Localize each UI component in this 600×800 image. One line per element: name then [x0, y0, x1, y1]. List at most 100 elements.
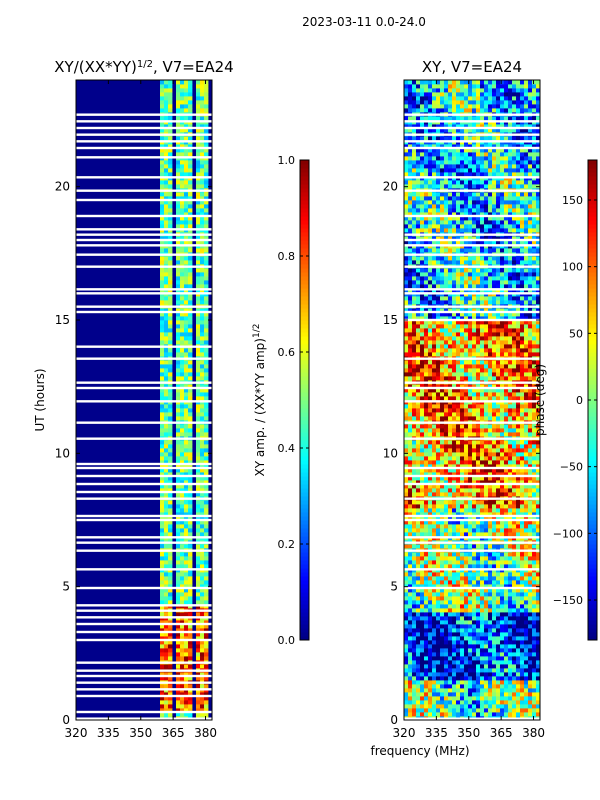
phase-cell: [492, 416, 497, 421]
phase-cell: [516, 552, 521, 557]
phase-cell: [532, 712, 537, 717]
phase-cell: [452, 596, 457, 601]
amplitude-colorbar-step: [300, 296, 309, 301]
amplitude-cell: [188, 692, 193, 697]
phase-cell: [532, 700, 537, 705]
amplitude-cell: [200, 240, 205, 245]
amplitude-colorbar-step: [300, 332, 309, 337]
phase-cell: [500, 560, 505, 565]
phase-cell: [488, 404, 493, 409]
phase-cell: [504, 348, 509, 353]
phase-cell: [408, 472, 413, 477]
phase-cell: [412, 708, 417, 713]
amplitude-cell: [196, 312, 201, 317]
amplitude-cell: [196, 80, 201, 85]
phase-cell: [408, 676, 413, 681]
phase-cell: [524, 424, 529, 429]
amplitude-cell: [204, 208, 209, 213]
phase-cell: [448, 452, 453, 457]
phase-cell: [432, 448, 437, 453]
phase-cell: [472, 464, 477, 469]
phase-cell: [488, 348, 493, 353]
phase-cell: [516, 640, 521, 645]
phase-cell: [524, 460, 529, 465]
amplitude-colorbar-tick-label: 0.8: [278, 250, 296, 263]
phase-cell: [468, 352, 473, 357]
phase-cell: [520, 408, 525, 413]
phase-cell: [512, 632, 517, 637]
phase-cell: [488, 472, 493, 477]
amplitude-cell: [160, 644, 165, 649]
phase-cell: [420, 392, 425, 397]
phase-cell: [440, 592, 445, 597]
phase-cell: [412, 628, 417, 633]
amplitude-cell: [164, 440, 169, 445]
amplitude-cell: [188, 580, 193, 585]
phase-cell: [504, 464, 509, 469]
phase-cell: [440, 448, 445, 453]
phase-cell: [444, 488, 449, 493]
amplitude-colorbar-step: [300, 348, 309, 353]
phase-cell: [472, 368, 477, 373]
amplitude-cell: [196, 284, 201, 289]
amplitude-cell: [188, 164, 193, 169]
amplitude-cell: [196, 320, 201, 325]
phase-cell: [408, 424, 413, 429]
phase-cell: [516, 424, 521, 429]
phase-cell: [508, 644, 513, 649]
phase-cell: [496, 484, 501, 489]
amplitude-cell: [164, 404, 169, 409]
phase-cell: [424, 556, 429, 561]
phase-cell: [536, 456, 541, 461]
amplitude-cell: [188, 220, 193, 225]
phase-cell: [436, 372, 441, 377]
amplitude-cell: [180, 432, 185, 437]
amplitude-cell: [176, 440, 181, 445]
phase-cell: [448, 564, 453, 569]
amplitude-cell: [160, 676, 165, 681]
amplitude-cell: [196, 332, 201, 337]
amplitude-cell: [160, 224, 165, 229]
phase-cell: [452, 508, 457, 513]
phase-cell: [428, 608, 433, 613]
phase-cell: [428, 484, 433, 489]
phase-cell: [528, 476, 533, 481]
phase-cell: [496, 480, 501, 485]
phase-cell: [500, 468, 505, 473]
phase-cell: [496, 608, 501, 613]
phase-cell: [428, 632, 433, 637]
phase-cell: [472, 452, 477, 457]
phase-cell: [420, 352, 425, 357]
amplitude-cell: [168, 580, 173, 585]
phase-cell: [536, 408, 541, 413]
amplitude-cell: [164, 544, 169, 549]
amplitude-cell: [164, 376, 169, 381]
phase-cell: [460, 360, 465, 365]
phase-cell: [444, 468, 449, 473]
amplitude-cell: [160, 160, 165, 165]
amplitude-cell: [176, 160, 181, 165]
amplitude-cell: [160, 172, 165, 177]
phase-cell: [436, 504, 441, 509]
phase-cell: [404, 348, 409, 353]
phase-cell: [444, 460, 449, 465]
amplitude-colorbar-step: [300, 324, 309, 329]
phase-cell: [420, 492, 425, 497]
amplitude-cell: [184, 412, 189, 417]
phase-cell: [496, 588, 501, 593]
phase-cell: [480, 500, 485, 505]
phase-cell: [436, 408, 441, 413]
amplitude-cell: [164, 648, 169, 653]
amplitude-cell: [184, 516, 189, 521]
phase-cell: [496, 440, 501, 445]
phase-cell: [496, 460, 501, 465]
phase-cell: [444, 504, 449, 509]
phase-cell: [520, 412, 525, 417]
amplitude-cell: [168, 664, 173, 669]
phase-cell: [412, 560, 417, 565]
amplitude-cell: [188, 284, 193, 289]
phase-cell: [532, 612, 537, 617]
amplitude-cell: [176, 80, 181, 85]
phase-cell: [456, 664, 461, 669]
phase-cell: [484, 684, 489, 689]
